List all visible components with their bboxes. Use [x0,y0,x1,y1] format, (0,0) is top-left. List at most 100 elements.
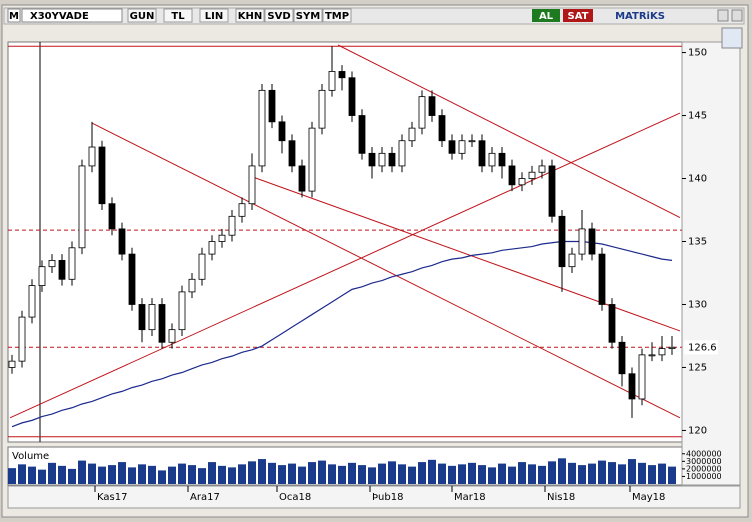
trend-line [337,44,681,219]
axis-panel [681,41,741,486]
volume-bar [318,460,326,484]
candle-body [78,165,86,249]
volume-bar [18,464,26,484]
candle-body [298,165,306,192]
volume-bar [378,463,386,484]
volume-bar [98,466,106,484]
volume-bar [38,469,46,484]
trend-line [249,175,681,332]
candle-body [98,146,106,205]
candle-body [178,291,186,331]
volume-bar [108,465,116,484]
volume-bar [428,459,436,484]
volume-bar [518,462,526,484]
window-button[interactable] [731,9,743,22]
volume-bar [238,464,246,484]
candle-body [88,146,96,167]
volume-bar [338,465,346,484]
candle-body [328,71,336,91]
toolbar-label[interactable]: KHN [238,11,263,22]
x-tick-label: Ara17 [190,492,220,503]
toolbar-button[interactable] [264,8,294,23]
y-tick-label: 140 [688,174,707,185]
volume-bar [608,462,616,484]
toolbar-button[interactable] [163,8,193,23]
symbol[interactable]: X30YVADE [30,11,89,22]
candle-body [528,171,536,179]
candle-body [468,140,476,143]
volume-bar [48,462,56,484]
toolbar-button[interactable] [293,8,323,23]
volume-tick-label: 4000000 [686,449,722,458]
candle-body [228,215,236,236]
menu-button[interactable] [7,8,21,23]
volume-bar [408,466,416,484]
volume-bar [228,467,236,484]
y-tick-label: 135 [688,237,707,248]
volume-bar [138,464,146,484]
toolbar-label[interactable]: TMP [325,11,349,22]
volume-bar [78,460,86,484]
candle-body [48,259,56,268]
volume-bar [358,465,366,484]
candle-body [448,140,456,154]
volume-bar [298,466,306,484]
side-button[interactable] [721,27,743,49]
candle-body [8,360,16,368]
volume-bar [528,464,536,484]
candle-body [478,140,486,167]
volume-bar [148,465,156,484]
candle-body [658,348,666,356]
toolbar-button[interactable] [235,8,265,23]
sell-button[interactable] [563,9,593,22]
toolbar-label[interactable]: GUN [130,11,155,22]
volume-tick-label: 1000000 [686,472,722,481]
volume-bar [368,467,376,484]
trend-line [91,122,681,419]
candle-body [498,152,506,167]
volume-bar [328,464,336,484]
volume-bar [168,466,176,484]
candle-body [58,259,66,280]
candle-body [648,354,656,357]
candle-body [148,304,156,331]
candle-body [278,121,286,142]
window-button[interactable] [717,9,729,22]
toolbar-button[interactable] [322,8,352,23]
volume-bar [28,466,36,484]
candle-body [18,316,26,362]
toolbar-label[interactable]: SVD [267,11,290,22]
candle-body [248,165,256,205]
volume-bar [628,459,636,484]
toolbar-label[interactable]: SYM [296,11,320,22]
volume-bar [278,465,286,484]
toolbar-label[interactable]: LIN [205,11,223,22]
candle-body [438,115,446,142]
volume-bar [568,462,576,484]
toolbar-button[interactable] [199,8,229,23]
x-tick-label: Kas17 [97,492,127,503]
buy-button[interactable] [532,9,560,22]
volume-bar [538,465,546,484]
y-tick-label: 150 [688,48,707,59]
volume-bar [658,463,666,484]
candle-body [208,241,216,255]
sell-label[interactable]: SAT [568,11,589,22]
buy-label[interactable]: AL [539,11,554,22]
volume-bar [288,463,296,484]
volume-bar [558,458,566,484]
candle-body [318,89,326,129]
candle-body [638,354,646,400]
candle-body [488,152,496,167]
volume-bar [208,462,216,484]
candle-body [198,253,206,280]
toolbar-button[interactable] [127,8,157,23]
x-tick-label: Mar18 [454,492,486,503]
x-tick-label: Oca18 [279,492,311,503]
toolbar-label[interactable]: TL [171,11,185,22]
candle-body [428,96,436,116]
symbol-box[interactable] [21,8,123,23]
menu-icon[interactable]: M [9,11,19,22]
candle-body [628,373,636,400]
volume-bar [578,465,586,484]
